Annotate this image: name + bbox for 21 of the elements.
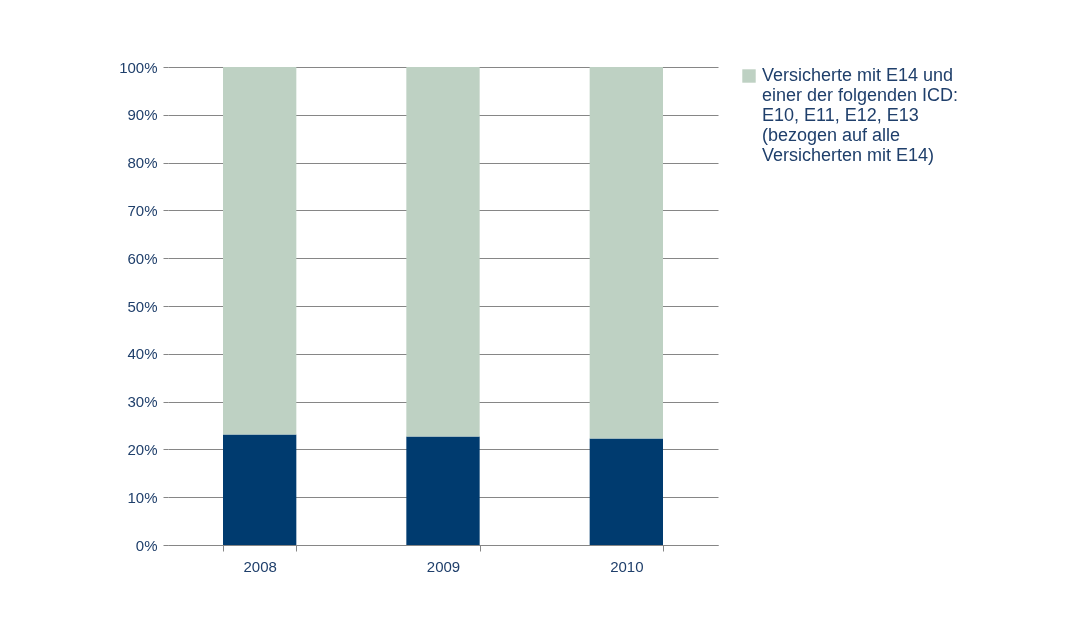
legend-label: Versicherte mit E14 und einer der folgenden ICD: E10, E11, E12, E13 (bezogen auf alle Versicherten mit E14)	[762, 65, 959, 165]
bar	[589, 438, 663, 545]
x-tick-label: 2008	[243, 557, 277, 575]
y-tick-label: 30%	[127, 393, 158, 411]
y-tick-label: 80%	[127, 154, 158, 172]
bar	[406, 67, 480, 437]
y-tick-label: 10%	[127, 488, 158, 506]
y-tick-label: 0%	[135, 536, 158, 554]
bar	[223, 434, 297, 545]
bar	[223, 67, 297, 435]
bar	[406, 436, 480, 545]
y-tick-label: 40%	[127, 345, 158, 363]
y-tick-label: 20%	[127, 440, 158, 458]
x-tick-label: 2009	[426, 557, 461, 575]
y-tick-label: 60%	[127, 249, 158, 267]
y-tick-label: 90%	[127, 106, 158, 124]
y-tick-label: 70%	[127, 201, 158, 219]
x-tick-label: 2010	[610, 557, 644, 575]
bar	[589, 67, 663, 439]
y-tick-label: 100%	[119, 58, 158, 76]
y-tick-label: 50%	[127, 297, 158, 315]
